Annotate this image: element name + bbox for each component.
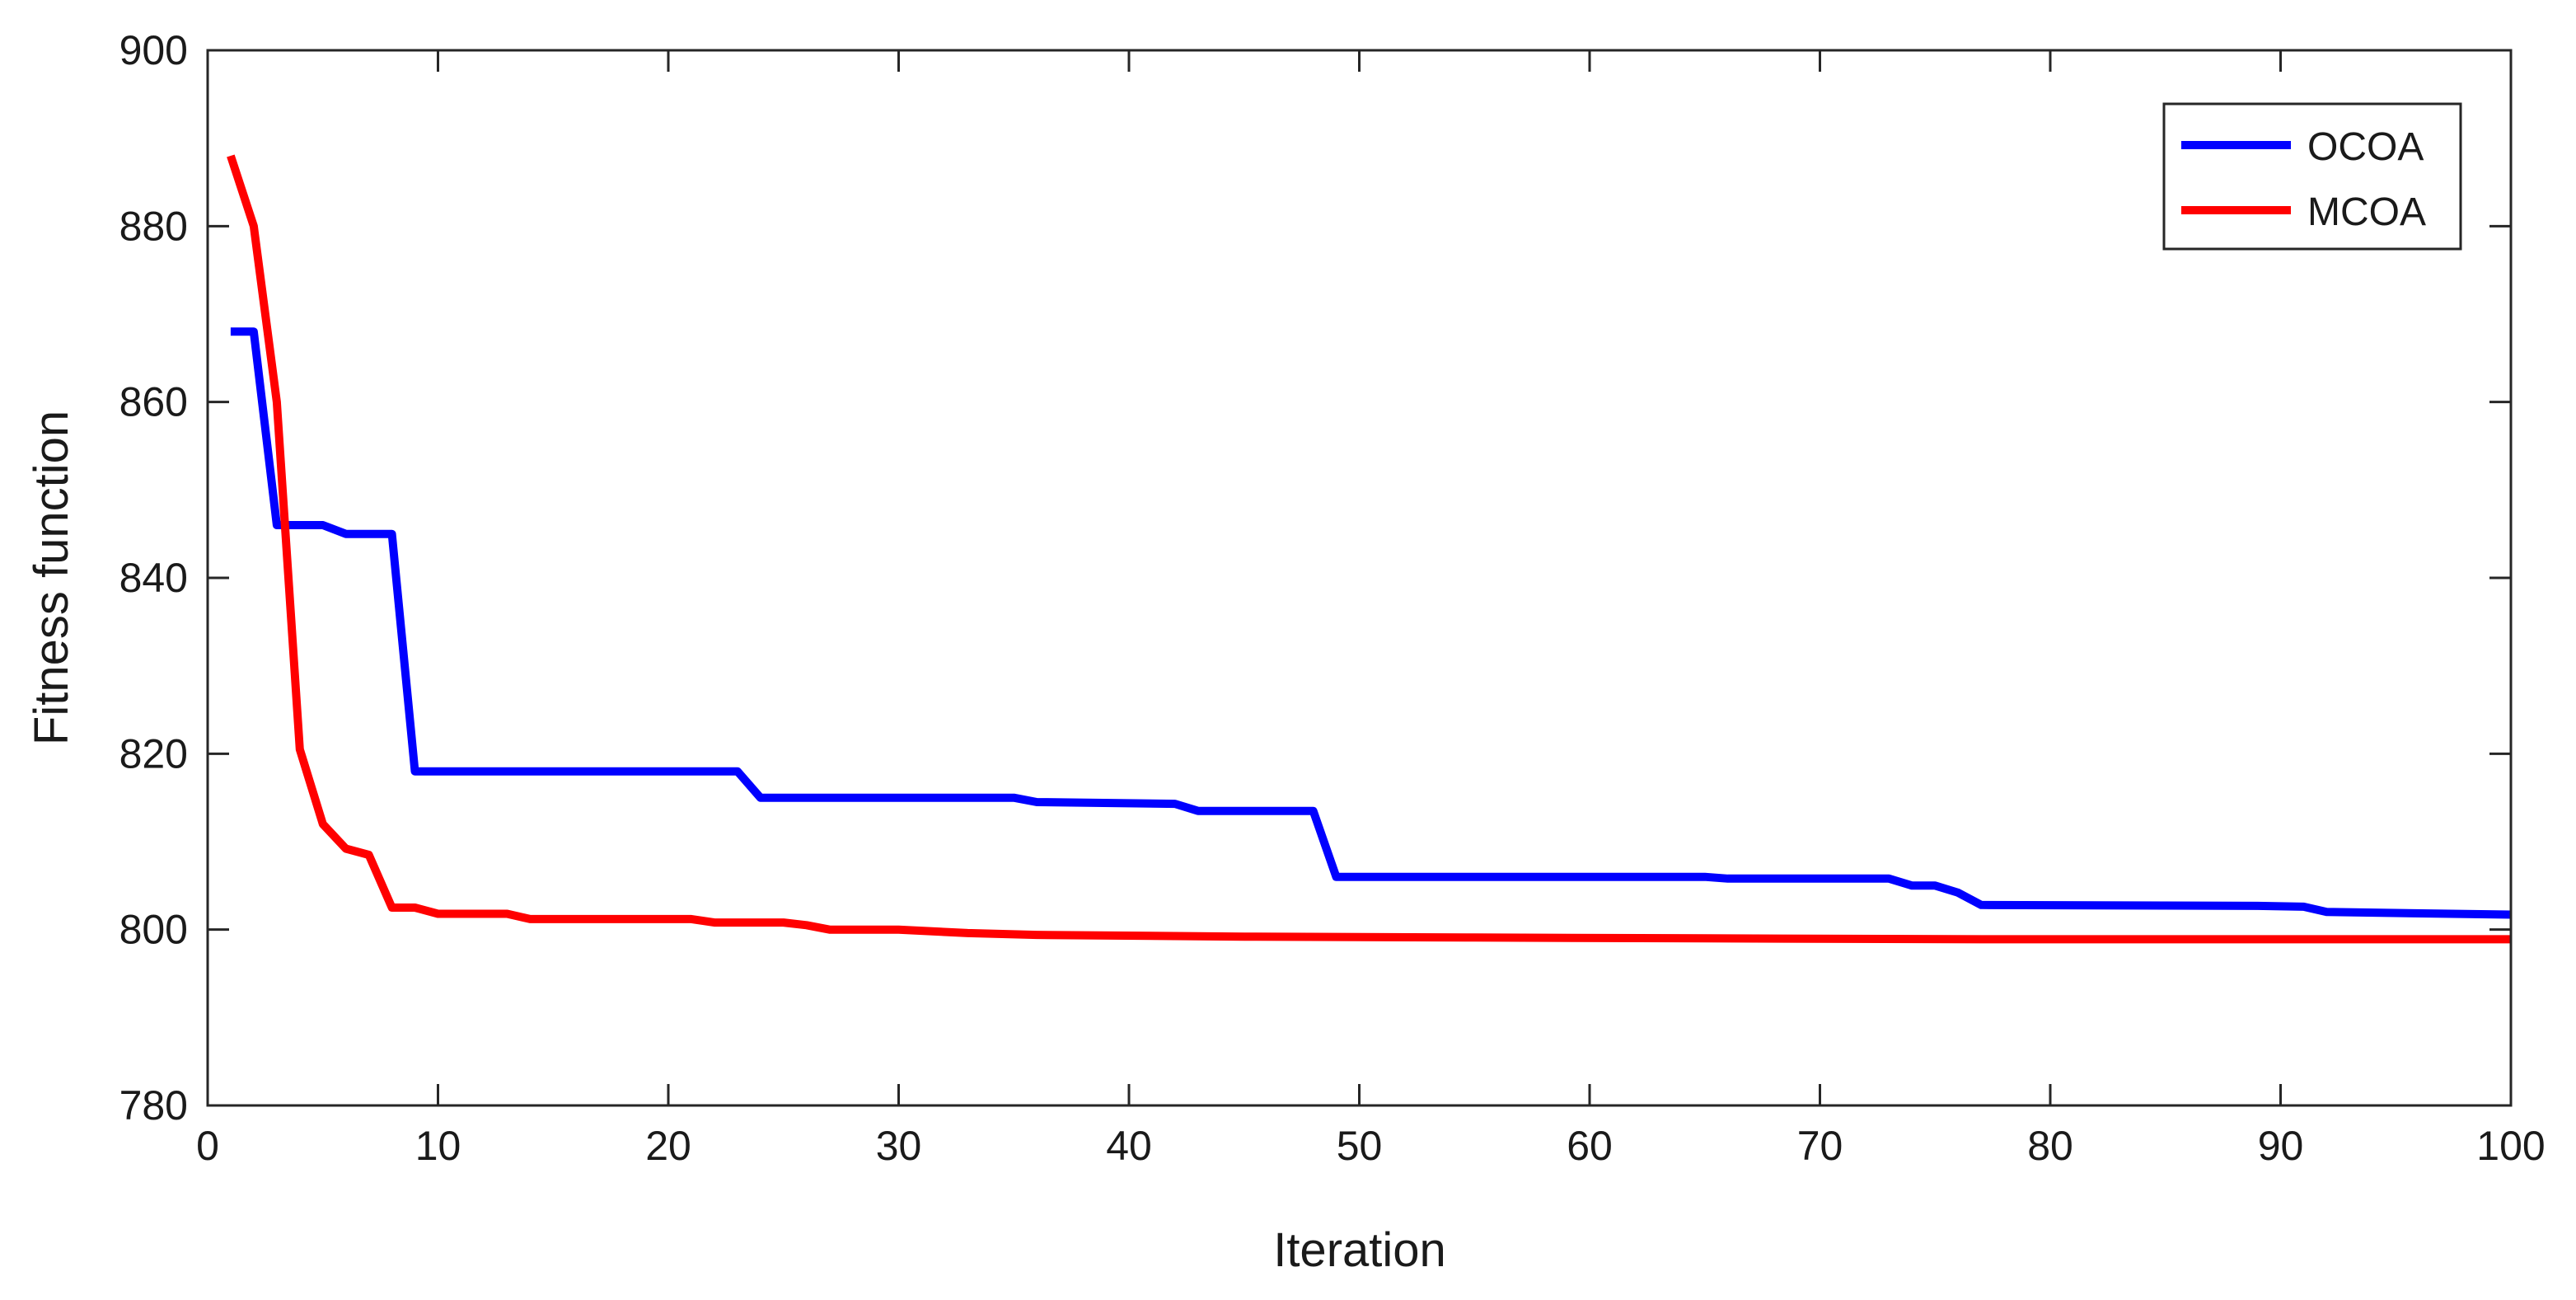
y-tick-label-900: 900: [119, 27, 188, 73]
y-tick-label-880: 880: [119, 203, 188, 249]
legend-label-mcoa: MCOA: [2307, 190, 2426, 234]
series-lines: [227, 154, 2512, 944]
x-tick-label-40: 40: [1106, 1123, 1152, 1169]
plot-area: [208, 50, 2511, 1105]
x-tick-label-50: 50: [1337, 1123, 1383, 1169]
x-tick-label-60: 60: [1567, 1123, 1613, 1169]
x-tick-label-10: 10: [415, 1123, 461, 1169]
y-axis-ticks: 780 800 820 840 860 880 900: [119, 27, 2511, 1129]
legend-box: [2162, 102, 2462, 251]
series-line-mcoa: [227, 154, 2511, 944]
x-axis-ticks: 0 10 20 30 40 50 60 70 80 90 100: [196, 50, 2546, 1169]
y-tick-label-840: 840: [119, 555, 188, 601]
x-axis-label: Iteration: [1273, 1223, 1446, 1277]
y-axis-label: Fitness function: [25, 411, 78, 745]
y-tick-label-780: 780: [119, 1082, 188, 1129]
y-tick-label-820: 820: [119, 730, 188, 777]
x-tick-label-0: 0: [196, 1123, 219, 1169]
x-tick-label-30: 30: [876, 1123, 922, 1169]
legend: OCOA MCOA: [2162, 102, 2462, 251]
x-tick-label-20: 20: [645, 1123, 691, 1169]
series-line-ocoa: [230, 327, 2512, 919]
y-tick-label-860: 860: [119, 379, 188, 425]
y-tick-label-800: 800: [119, 907, 188, 953]
x-tick-label-100: 100: [2476, 1123, 2545, 1169]
x-tick-label-80: 80: [2027, 1123, 2073, 1169]
x-tick-label-70: 70: [1797, 1123, 1843, 1169]
x-tick-label-90: 90: [2258, 1123, 2304, 1169]
legend-label-ocoa: OCOA: [2307, 125, 2424, 169]
